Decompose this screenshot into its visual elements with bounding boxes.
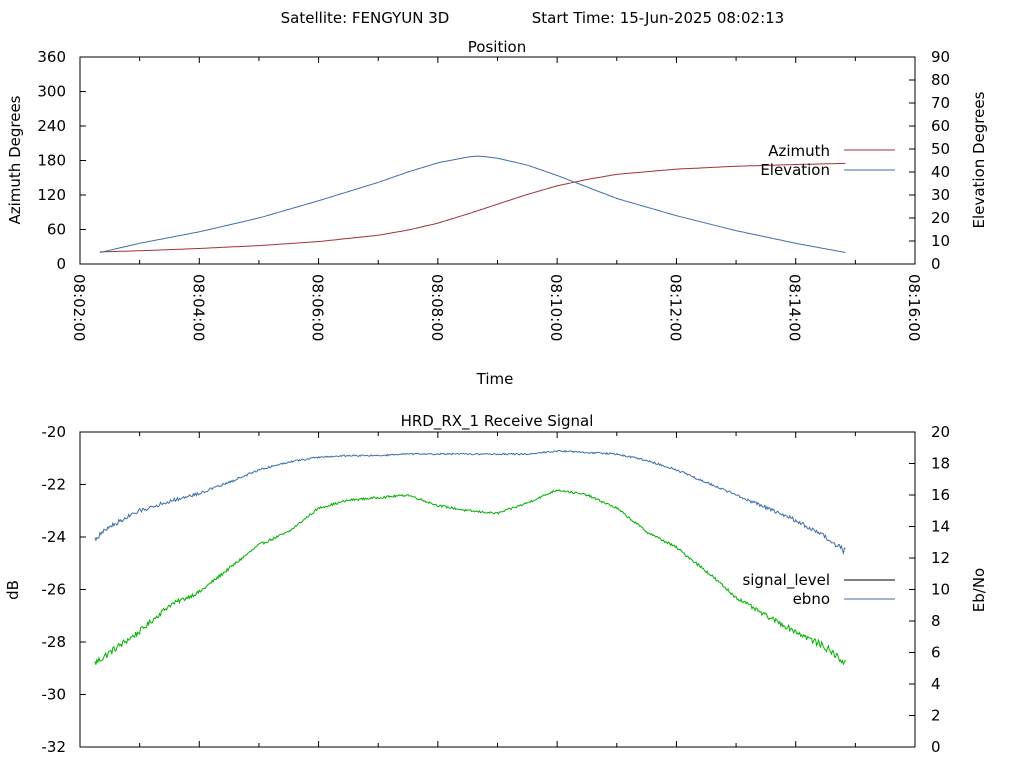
signal-ytick-label: -28 [42,633,67,651]
signal-db-axis: -32 -30 -28 -26 -24 -22 -20 [42,423,86,756]
signal-ytick-label: -30 [42,686,67,704]
position-y2tick-label: 30 [931,186,950,204]
azimuth-axis-label: Azimuth Degrees [6,95,24,224]
signal-y2tick-label: 2 [931,707,941,725]
position-time-axis: 08:02:00 08:04:00 08:06:00 08:08:00 08:10:00… [70,57,923,341]
position-chart-title: Position [468,38,526,56]
signal-series-signal-level [94,489,846,666]
position-ytick-label: 120 [37,186,66,204]
position-y2tick-label: 80 [931,71,950,89]
signal-plot-frame [79,431,916,748]
position-y2tick-label: 0 [931,255,941,273]
elevation-axis-label: Elevation Degrees [970,91,988,228]
signal-y2tick-label: 12 [931,549,950,567]
position-chart: Position 0 60 120 180 240 300 360 0 10 20 30 40 50 6… [6,38,988,388]
position-ytick-label: 300 [37,83,66,101]
legend-signal-level-label: signal_level [742,571,830,590]
signal-series-ebno [94,449,846,555]
db-axis-label: dB [4,580,22,600]
position-ytick-label: 0 [56,255,66,273]
signal-ytick-label: -20 [42,423,67,441]
satellite-label: Satellite: FENGYUN 3D [281,9,450,27]
position-ytick-label: 360 [37,48,66,66]
position-xtick-label: 08:04:00 [189,274,207,341]
position-series-elevation [99,155,846,253]
position-series [99,155,846,253]
signal-y2tick-label: 18 [931,455,950,473]
signal-y2tick-label: 4 [931,675,941,693]
position-xtick-label: 08:02:00 [70,274,88,341]
position-y2tick-label: 40 [931,163,950,181]
signal-ytick-label: -26 [42,581,67,599]
signal-time-axis [79,432,916,747]
position-elevation-axis: 0 10 20 30 40 50 60 70 80 90 [909,48,950,273]
position-y2tick-label: 50 [931,140,950,158]
position-ytick-label: 60 [47,221,66,239]
position-xtick-label: 08:16:00 [905,274,923,341]
signal-y2tick-label: 6 [931,644,941,662]
signal-y2tick-label: 20 [931,423,950,441]
position-y2tick-label: 10 [931,232,950,250]
legend-ebno-label: ebno [793,590,830,608]
signal-y2tick-label: 16 [931,486,950,504]
position-y2tick-label: 20 [931,209,950,227]
signal-ytick-label: -24 [42,528,67,546]
position-xtick-label: 08:14:00 [786,274,804,341]
signal-ytick-label: -22 [42,476,67,494]
signal-y2tick-label: 0 [931,738,941,756]
signal-ytick-label: -32 [42,738,67,756]
position-y2tick-label: 70 [931,94,950,112]
legend-azimuth-label: Azimuth [768,142,830,160]
position-xtick-label: 08:06:00 [309,274,327,341]
signal-chart: HRD_RX_1 Receive Signal -32-30-28-26-24-… [4,412,988,756]
position-y2tick-label: 90 [931,48,950,66]
signal-y2tick-label: 8 [931,612,941,630]
position-ytick-label: 240 [37,117,66,135]
position-legend: Azimuth Elevation [760,142,895,179]
signal-ebno-axis: 0 2 4 6 8 10 12 14 16 18 20 [909,423,950,756]
position-xtick-label: 08:08:00 [428,274,446,341]
position-y2tick-label: 60 [931,117,950,135]
legend-elevation-label: Elevation [760,161,830,179]
signal-chart-title: HRD_RX_1 Receive Signal [401,412,594,431]
position-series-azimuth [99,162,846,253]
ebno-axis-label: Eb/No [970,568,988,612]
signal-y2tick-label: 10 [931,581,950,599]
position-xtick-label: 08:12:00 [666,274,684,341]
signal-y2tick-label: 14 [931,518,950,536]
position-ytick-label: 180 [37,152,66,170]
time-axis-label: Time [476,370,514,388]
position-xtick-label: 08:10:00 [547,274,565,341]
signal-series [94,449,846,666]
start-time-label: Start Time: 15-Jun-2025 08:02:13 [532,9,784,27]
position-azimuth-axis: 0 60 120 180 240 300 360 [37,48,86,273]
signal-legend: signal_level ebno [742,571,895,608]
